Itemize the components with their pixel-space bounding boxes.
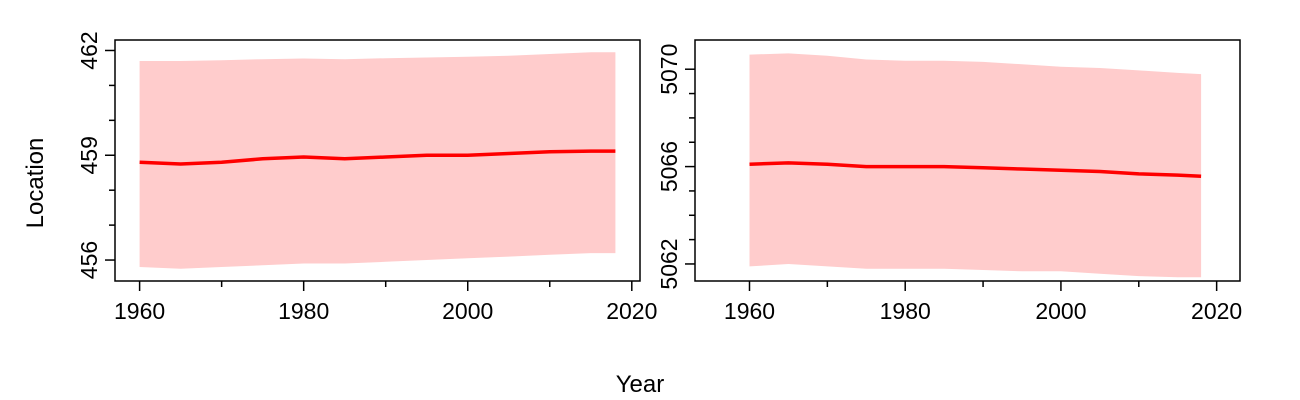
right-location-line [749,161,1202,179]
right-y-tick-label: 5066 [656,141,682,192]
right-x-tick-label: 2000 [1035,298,1086,324]
left-x-tick-label: 2000 [442,298,493,324]
left-location-line [139,149,616,166]
left-y-tick-label: 459 [76,136,102,174]
left-x-tick-label: 1960 [114,298,165,324]
right-y-tick-label: 5070 [656,44,682,95]
y-axis-title: Location [22,138,49,229]
right-x-tick-label: 1980 [880,298,931,324]
left-x-tick-label: 1980 [278,298,329,324]
panel-right: 1960 1980 2000 2020 5062 5066 5070 [656,39,1242,324]
left-y-tick-label: 456 [76,241,102,279]
left-plot-frame [114,39,641,282]
panel-left: 1960 1980 2000 2020 456 459 462 [76,31,657,324]
left-x-tick-label: 2020 [606,298,657,324]
right-plot-frame [694,39,1241,282]
left-confidence-band [139,52,616,269]
right-confidence-band [749,53,1202,278]
right-x-tick-label: 2020 [1191,298,1242,324]
x-axis-title: Year [616,371,665,398]
left-y-tick-label: 462 [76,31,102,69]
right-y-tick-label: 5062 [656,238,682,289]
right-x-tick-label: 1960 [724,298,775,324]
